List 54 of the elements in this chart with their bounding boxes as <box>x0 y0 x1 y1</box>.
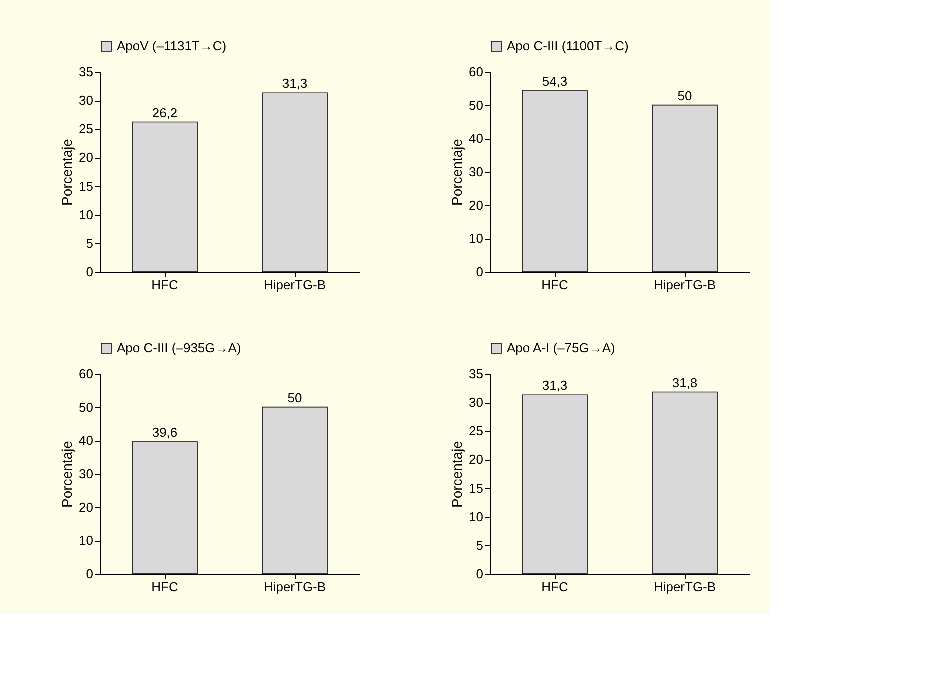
y-tick-label: 60 <box>79 366 94 382</box>
x-tick-label: HFC <box>542 278 568 292</box>
y-tick-label: 35 <box>79 64 94 80</box>
y-tick-label: 35 <box>469 366 484 382</box>
y-tick-label: 20 <box>469 452 484 468</box>
y-axis-title: Porcentaje <box>59 440 76 508</box>
y-tick-label: 0 <box>86 264 94 280</box>
legend-label: Apo C-III (1100T→C) <box>507 38 629 54</box>
y-tick-label: 15 <box>79 178 94 194</box>
legend-label: ApoV (–1131T→C) <box>117 38 227 54</box>
y-tick-label: 25 <box>79 122 94 137</box>
y-tick-label: 20 <box>79 150 94 166</box>
legend-label: Apo C-III (–935G→A) <box>117 340 242 356</box>
y-tick-label: 30 <box>469 164 484 180</box>
y-tick-label: 30 <box>79 93 94 108</box>
y-tick-label: 0 <box>476 264 484 280</box>
y-tick-label: 40 <box>79 433 94 448</box>
y-axis-title: Porcentaje <box>449 138 466 206</box>
data-label: 50 <box>678 88 692 104</box>
y-axis-title: Porcentaje <box>449 440 466 508</box>
x-tick-label: HiperTG-B <box>264 580 326 594</box>
y-tick-label: 25 <box>469 424 484 439</box>
y-tick-label: 10 <box>79 533 94 548</box>
y-tick-label: 0 <box>476 566 484 582</box>
y-tick-label: 40 <box>469 131 484 146</box>
y-tick-label: 5 <box>86 236 94 251</box>
y-tick-label: 5 <box>476 538 484 553</box>
y-tick-label: 50 <box>469 98 484 113</box>
data-label: 31,3 <box>282 76 308 92</box>
data-label: 31,8 <box>672 375 698 390</box>
y-tick-label: 10 <box>469 509 484 524</box>
y-tick-label: 10 <box>469 231 484 246</box>
legend-label: Apo A-I (–75G→A) <box>507 340 616 356</box>
data-label: 54,3 <box>542 74 568 89</box>
y-tick-label: 50 <box>79 400 94 415</box>
y-tick-label: 60 <box>469 64 484 80</box>
data-label: 26,2 <box>152 105 178 120</box>
y-tick-label: 30 <box>79 466 94 482</box>
y-tick-label: 15 <box>469 480 484 496</box>
data-label: 50 <box>288 390 302 406</box>
x-tick-label: HiperTG-B <box>654 580 716 594</box>
x-tick-label: HiperTG-B <box>264 278 326 292</box>
data-label: 39,6 <box>152 425 178 440</box>
y-axis-title: Porcentaje <box>59 138 76 206</box>
y-tick-label: 0 <box>86 566 94 582</box>
x-tick-label: HFC <box>542 580 568 594</box>
data-label: 31,3 <box>542 378 568 394</box>
y-tick-label: 20 <box>469 198 484 213</box>
y-tick-label: 20 <box>79 500 94 515</box>
x-tick-label: HFC <box>152 278 178 292</box>
x-tick-label: HFC <box>152 580 178 594</box>
y-tick-label: 30 <box>469 395 484 410</box>
x-tick-label: HiperTG-B <box>654 278 716 292</box>
y-tick-label: 10 <box>79 207 94 222</box>
